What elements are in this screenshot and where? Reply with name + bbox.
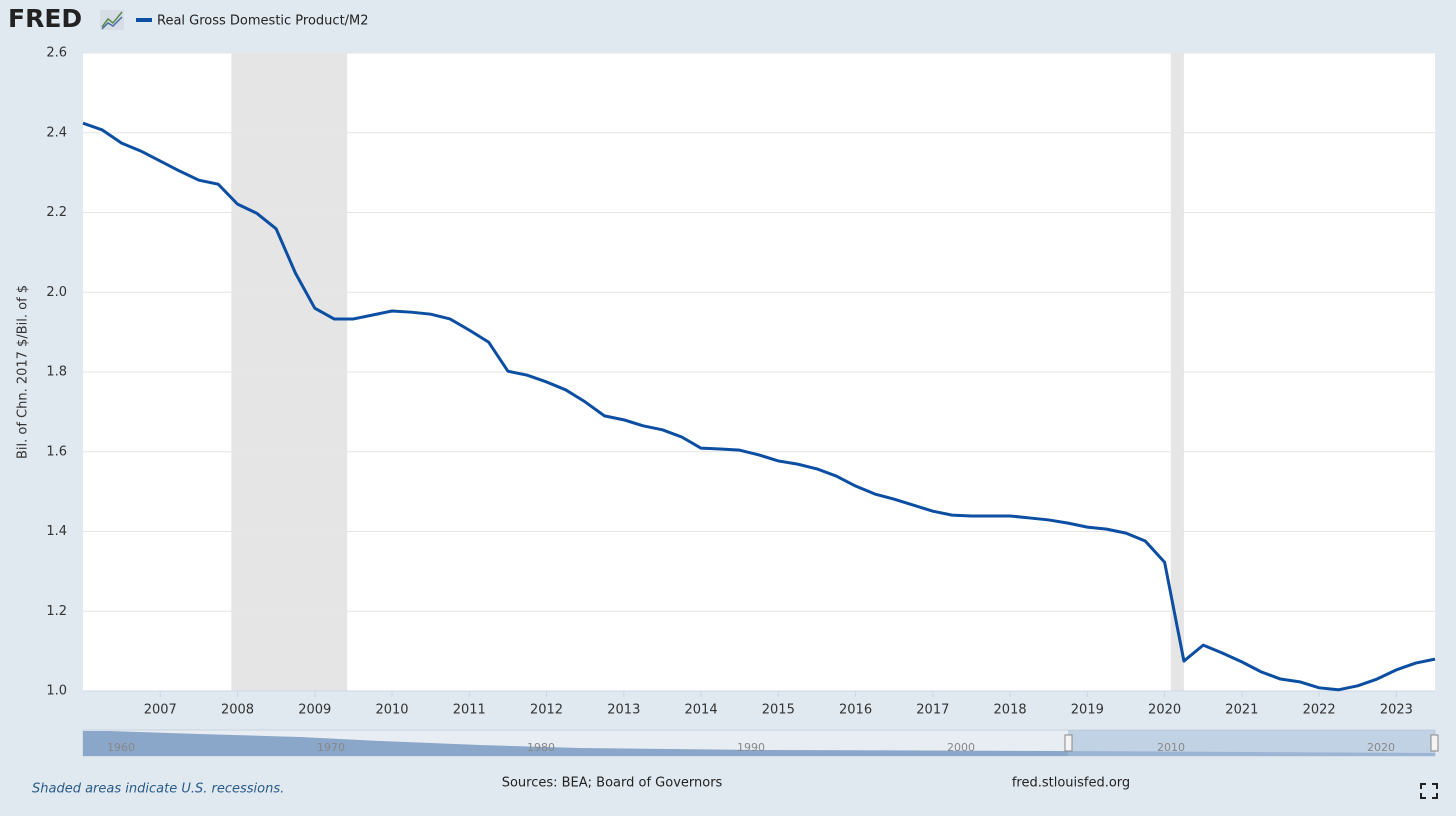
y-tick-label: 1.8 — [46, 365, 67, 380]
navigator-label: 2010 — [1157, 741, 1185, 754]
x-tick-label: 2014 — [685, 703, 718, 718]
x-tick-label: 2015 — [762, 703, 795, 718]
navigator-label: 1990 — [737, 741, 765, 754]
y-tick-label: 2.2 — [46, 205, 67, 220]
y-tick-label: 1.4 — [46, 524, 67, 539]
navigator-label: 2020 — [1367, 741, 1395, 754]
x-tick-label: 2021 — [1225, 703, 1258, 718]
x-tick-label: 2008 — [221, 703, 254, 718]
x-tick-label: 2020 — [1148, 703, 1181, 718]
y-tick-label: 1.2 — [46, 604, 67, 619]
y-tick-label: 1.6 — [46, 444, 67, 459]
series-line — [82, 121, 1436, 692]
navigator-label: 1970 — [317, 741, 345, 754]
fullscreen-button[interactable] — [1420, 783, 1438, 799]
logo: FRED — [8, 4, 82, 33]
y-tick-label: 2.4 — [46, 125, 67, 140]
x-tick-label: 2007 — [144, 703, 177, 718]
x-tick-label: 2009 — [298, 703, 331, 718]
y-tick-label: 2.6 — [46, 46, 67, 61]
legend-label: Real Gross Domestic Product/M2 — [157, 14, 369, 29]
navigator-label: 1960 — [107, 741, 135, 754]
x-tick-label: 2016 — [839, 703, 872, 718]
x-tick-label: 2013 — [607, 703, 640, 718]
x-tick-label: 2023 — [1380, 703, 1413, 718]
site: fred.stlouisfed.org — [1012, 776, 1130, 791]
y-axis-label: Bil. of Chn. 2017 $/Bil. of $ — [16, 285, 31, 459]
navigator-label: 1980 — [527, 741, 555, 754]
logo-icon — [100, 10, 124, 30]
x-tick-label: 2010 — [375, 703, 408, 718]
y-tick-label: 2.0 — [46, 285, 67, 300]
x-tick-label: 2011 — [453, 703, 486, 718]
y-tick-label: 1.0 — [46, 684, 67, 699]
sources: Sources: BEA; Board of Governors — [502, 776, 723, 791]
navigator — [82, 729, 1439, 757]
x-tick-label: 2017 — [916, 703, 949, 718]
x-tick-label: 2022 — [1303, 703, 1336, 718]
x-tick-label: 2018 — [994, 703, 1027, 718]
x-tick-label: 2012 — [530, 703, 563, 718]
recession-note: Shaded areas indicate U.S. recessions. — [32, 782, 284, 797]
x-tick-label: 2019 — [1071, 703, 1104, 718]
navigator-label: 2000 — [947, 741, 975, 754]
